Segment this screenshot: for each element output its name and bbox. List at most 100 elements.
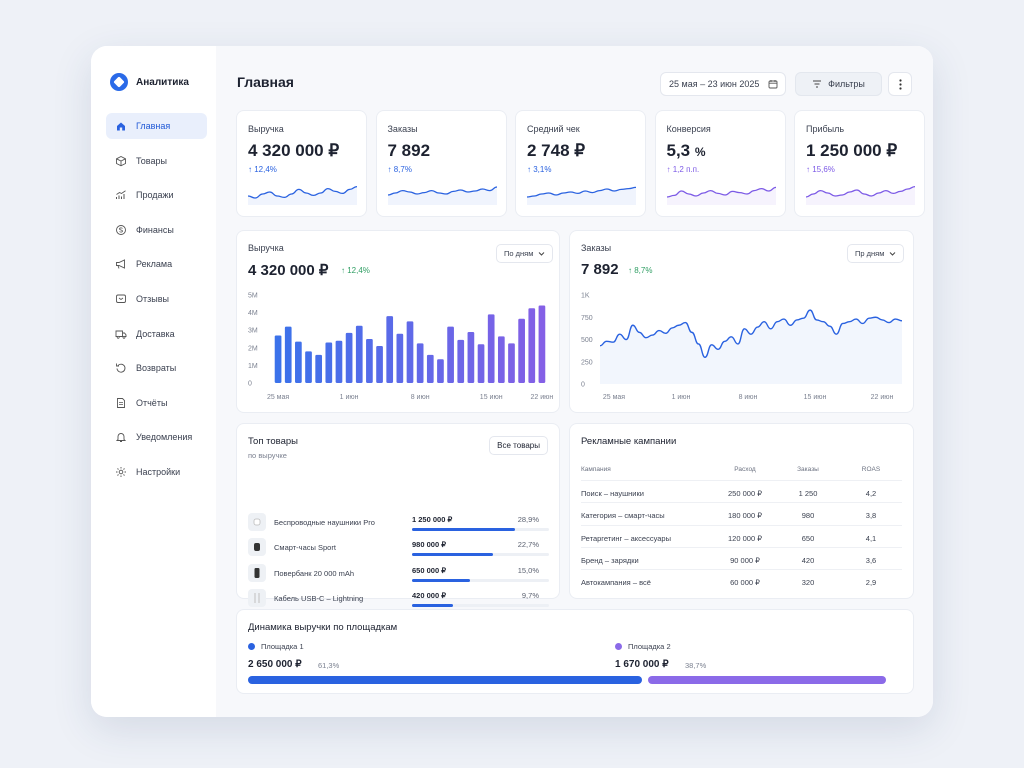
revenue-bar[interactable]: [447, 326, 454, 383]
table-row[interactable]: Категория – смарт-часы 180 000 ₽ 980 3,8: [581, 502, 902, 524]
filters-button[interactable]: Фильтры: [795, 72, 882, 96]
sidebar-item-8[interactable]: Отчёты: [106, 390, 207, 416]
sidebar-item-6[interactable]: Доставка: [106, 321, 207, 347]
sidebar-item-7[interactable]: Возвраты: [106, 355, 207, 381]
revenue-chart-title: Выручка: [248, 243, 284, 253]
kpi-value: 1 250 000 ₽: [806, 141, 897, 161]
sidebar-item-4[interactable]: Реклама: [106, 251, 207, 277]
sidebar-item-label: Финансы: [136, 224, 174, 235]
platform-color-dot: [615, 643, 622, 650]
kpi-card[interactable]: Заказы 7 892 ↑ 8,7%: [375, 110, 507, 217]
product-row[interactable]: Беспроводные наушники Pro 1 250 000 ₽ 28…: [248, 513, 549, 533]
revenue-period-select[interactable]: По дням: [496, 244, 554, 263]
sidebar-item-9[interactable]: Уведомления: [106, 424, 207, 450]
x-tick-label: 8 июн: [411, 394, 430, 401]
kpi-label: Конверсия: [666, 124, 711, 134]
revenue-chart-delta: ↑ 12,4%: [341, 266, 370, 275]
logo-icon: [110, 73, 128, 91]
table-row[interactable]: Бренд – зарядки 90 000 ₽ 420 3,6: [581, 546, 902, 569]
revenue-bar[interactable]: [508, 343, 515, 383]
kpi-card[interactable]: Конверсия 5,3 % ↑ 1,2 п.п.: [654, 110, 786, 217]
orders-line[interactable]: [599, 309, 903, 359]
table-cell: 3,8: [865, 511, 877, 521]
main-content: Главная 25 мая – 23 июн 2025 Фильтры Выр…: [216, 46, 933, 717]
table-cell: Бренд – зарядки: [581, 555, 639, 565]
product-revenue: 420 000 ₽: [412, 590, 446, 600]
kpi-value: 5,3 %: [667, 141, 706, 161]
product-row[interactable]: Повербанк 20 000 mAh 650 000 ₽ 15,0%: [248, 563, 549, 584]
kpi-card[interactable]: Выручка 4 320 000 ₽ ↑ 12,4%: [236, 110, 367, 217]
product-progress-fill: [412, 553, 493, 557]
revenue-bar[interactable]: [426, 354, 434, 383]
table-row[interactable]: Ретаргетинг – аксессуары 120 000 ₽ 650 4,1: [581, 524, 902, 547]
table-row[interactable]: Автокампания – всё 60 000 ₽ 320 2,9: [581, 569, 902, 591]
sparkline-area: [806, 186, 915, 205]
revenue-bar[interactable]: [457, 339, 465, 383]
sidebar-item-1[interactable]: Товары: [106, 148, 207, 174]
revenue-bar[interactable]: [528, 308, 536, 383]
table-row[interactable]: Поиск – наушники 250 000 ₽ 1 250 4,2: [581, 480, 902, 502]
kpi-sparkline: [806, 185, 915, 205]
kpi-delta: ↑ 12,4%: [248, 165, 277, 174]
y-tick-label: 500: [581, 337, 593, 344]
kpi-card[interactable]: Прибыль 1 250 000 ₽ ↑ 15,6%: [794, 110, 925, 217]
product-name: Беспроводные наушники Pro: [274, 518, 375, 527]
revenue-bar[interactable]: [406, 321, 414, 383]
filters-label: Фильтры: [828, 79, 865, 89]
y-tick-label: 2M: [248, 345, 258, 352]
revenue-chart-value: 4 320 000 ₽: [248, 262, 329, 279]
product-row[interactable]: Смарт-часы Sport 980 000 ₽ 22,7%: [248, 538, 549, 558]
platforms-title: Динамика выручки по площадкам: [248, 622, 398, 633]
sidebar-item-0[interactable]: Главная: [106, 113, 207, 139]
product-row[interactable]: Кабель USB-C – Lightning 420 000 ₽ 9,7%: [248, 588, 549, 609]
orders-chart-card: Заказы 7 892 ↑ 8,7% Пр дням 0 250 500 750 1K…: [569, 230, 914, 413]
revenue-bar[interactable]: [487, 314, 495, 383]
x-tick-label: 25 мая: [267, 394, 289, 401]
sparkline-line: [387, 186, 497, 196]
table-cell: 120 000 ₽: [728, 533, 762, 543]
revenue-bar[interactable]: [305, 351, 312, 383]
brand[interactable]: Аналитика: [110, 73, 189, 91]
revenue-bar[interactable]: [355, 325, 363, 383]
kpi-delta: ↑ 15,6%: [806, 165, 835, 174]
revenue-bar[interactable]: [467, 331, 475, 383]
more-button[interactable]: [888, 72, 912, 96]
revenue-bar[interactable]: [538, 305, 546, 383]
orders-period-select[interactable]: Пр дням: [847, 244, 905, 263]
all-products-button[interactable]: Все товары: [489, 436, 548, 455]
revenue-bar[interactable]: [376, 346, 383, 383]
revenue-bar[interactable]: [477, 344, 485, 383]
revenue-bar[interactable]: [335, 340, 343, 383]
revenue-bar[interactable]: [325, 342, 333, 383]
revenue-bar[interactable]: [284, 326, 292, 383]
kpi-label: Выручка: [248, 124, 284, 134]
sparkline-area: [387, 187, 497, 205]
sidebar-item-10[interactable]: Настройки: [106, 459, 207, 485]
revenue-bar[interactable]: [518, 318, 525, 383]
sidebar-item-5[interactable]: Отзывы: [106, 286, 207, 312]
revenue-bar[interactable]: [497, 336, 505, 383]
revenue-bar[interactable]: [366, 339, 373, 383]
sidebar-item-2[interactable]: Продажи: [106, 182, 207, 208]
x-tick-label: 1 июн: [340, 394, 359, 401]
revenue-bar[interactable]: [315, 354, 323, 383]
kpi-label: Средний чек: [527, 124, 580, 134]
revenue-bar[interactable]: [437, 359, 444, 383]
revenue-bar[interactable]: [386, 316, 394, 383]
sidebar-item-label: Отзывы: [136, 293, 169, 304]
report-icon: [115, 397, 127, 409]
date-range-picker[interactable]: 25 мая – 23 июн 2025: [660, 72, 786, 96]
sidebar-item-3[interactable]: Финансы: [106, 217, 207, 243]
revenue-bar[interactable]: [396, 333, 404, 383]
sparkline-line: [248, 185, 357, 199]
kpi-card[interactable]: Средний чек 2 748 ₽ ↑ 3,1%: [515, 110, 646, 217]
revenue-bar[interactable]: [345, 332, 353, 383]
product-progress-track: [412, 603, 549, 607]
revenue-bar[interactable]: [274, 335, 282, 383]
revenue-bar[interactable]: [295, 341, 302, 383]
kpi-delta: ↑ 3,1%: [527, 165, 552, 174]
table-cell: 2,9: [865, 578, 877, 588]
box-icon: [115, 155, 127, 167]
y-tick-label: 5M: [248, 293, 258, 300]
revenue-bar[interactable]: [416, 343, 424, 383]
